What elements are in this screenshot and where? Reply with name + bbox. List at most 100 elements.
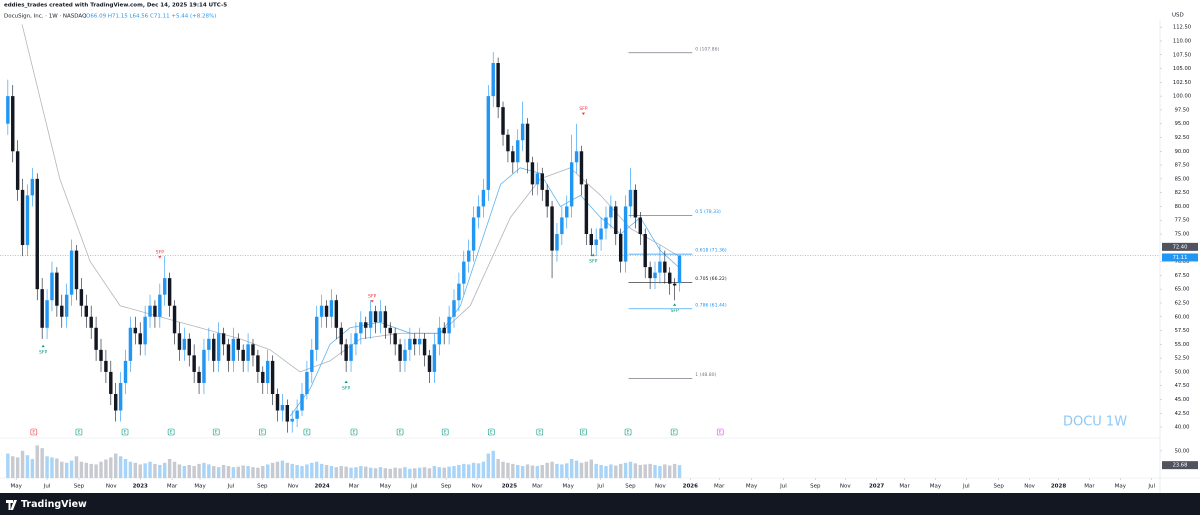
candle-body <box>30 178 35 196</box>
candle-body <box>643 234 647 268</box>
watermark: DOCU 1W <box>1063 415 1127 430</box>
volume-bar <box>462 463 466 478</box>
fib-label: 0 (107.86) <box>695 46 719 52</box>
candle-body <box>368 311 373 328</box>
candle-body <box>422 338 427 356</box>
sfp-marker <box>158 256 162 259</box>
volume-bar <box>275 461 280 478</box>
y-tick-label: 55.00 <box>1175 342 1190 348</box>
candle-body <box>403 349 407 361</box>
candle-body <box>60 305 64 317</box>
candle-body <box>658 261 662 273</box>
x-tick-label: May <box>1115 484 1127 490</box>
y-tick-label: 77.50 <box>1175 218 1190 224</box>
volume-bar <box>226 466 231 478</box>
x-tick-label: 2024 <box>314 484 329 490</box>
volume-bar <box>40 448 44 478</box>
volume-bar <box>618 463 623 478</box>
volume-bar <box>261 466 265 478</box>
candle-body <box>94 327 98 350</box>
volume-bar <box>432 466 437 478</box>
volume-bar <box>94 464 98 478</box>
earnings-marker <box>258 428 266 436</box>
y-tick-label: 97.50 <box>1175 107 1190 113</box>
earnings-marker <box>716 428 724 436</box>
candle-body <box>187 338 191 356</box>
x-tick-label: Mar <box>167 484 178 490</box>
volume-bar <box>584 461 589 478</box>
candle-body <box>270 360 275 394</box>
candle-body <box>123 360 128 383</box>
y-tick-label: 110.00 <box>1173 38 1191 44</box>
y-tick-label: 60.00 <box>1175 314 1190 320</box>
candle-body <box>540 173 544 190</box>
earnings-label: E <box>444 430 447 436</box>
volume-bar <box>256 467 260 478</box>
volume-bar <box>153 463 157 478</box>
volume-bar <box>20 450 25 478</box>
candle-body <box>310 349 314 372</box>
x-tick-label: Nov <box>106 484 117 490</box>
sfp-marker <box>370 300 374 303</box>
volume-bar <box>540 464 544 478</box>
volume-bar <box>471 462 476 478</box>
candle-body <box>182 338 187 350</box>
y-tick-label: 75.00 <box>1175 232 1190 238</box>
candle-body <box>339 327 343 345</box>
y-tick-label: 95.00 <box>1175 121 1190 127</box>
candle-body <box>138 333 142 345</box>
volume-bar <box>197 463 201 478</box>
candle-body <box>501 107 505 135</box>
candle-body <box>64 294 69 317</box>
earnings-marker <box>212 428 220 436</box>
candle-body <box>569 162 574 207</box>
volume-bar <box>476 463 481 478</box>
candle-body <box>486 96 491 190</box>
sfp-marker <box>673 303 677 306</box>
volume-bar <box>555 463 559 478</box>
volume-bar <box>668 465 672 478</box>
volume-bar <box>177 464 182 478</box>
candle-body <box>437 327 442 345</box>
candle-body <box>20 189 25 246</box>
candle-body <box>207 338 211 350</box>
earnings-marker <box>30 428 38 436</box>
earnings-label: E <box>353 430 356 436</box>
candle-body <box>677 255 682 284</box>
volume-bar <box>163 462 167 478</box>
y-tick-label: 105.00 <box>1173 66 1191 72</box>
candle-body <box>668 272 672 284</box>
candle-body <box>599 228 603 240</box>
candle-body <box>197 371 201 383</box>
candle-body <box>545 189 549 207</box>
volume-bar <box>427 468 432 478</box>
candle-body <box>618 234 623 262</box>
volume-bar <box>270 462 275 478</box>
earnings-label: E <box>673 430 676 436</box>
volume-bar <box>378 467 383 478</box>
candle-body <box>315 316 319 350</box>
earnings-label: E <box>399 430 402 436</box>
candle-body <box>466 250 471 262</box>
volume-bar <box>569 459 574 478</box>
candle-body <box>525 123 530 163</box>
x-tick-label: May <box>563 484 575 490</box>
x-tick-label: Mar <box>714 484 725 490</box>
candle-body <box>133 327 138 334</box>
x-tick-label: Jul <box>410 484 418 490</box>
candle-body <box>344 344 348 361</box>
candle-body <box>584 184 589 235</box>
volume-bar <box>383 468 388 478</box>
volume-bar <box>187 464 191 478</box>
volume-bar <box>118 456 123 478</box>
earnings-label: E <box>261 430 264 436</box>
y-tick-label: 100.00 <box>1173 94 1191 100</box>
candle-body <box>535 173 540 185</box>
volume-bar <box>324 464 329 478</box>
x-tick-label: Sep <box>441 484 452 490</box>
volume-bar <box>511 463 515 478</box>
x-tick-label: Nov <box>655 484 666 490</box>
volume-bar <box>638 464 643 478</box>
candle-body <box>633 189 638 218</box>
volume-bar <box>128 461 133 478</box>
